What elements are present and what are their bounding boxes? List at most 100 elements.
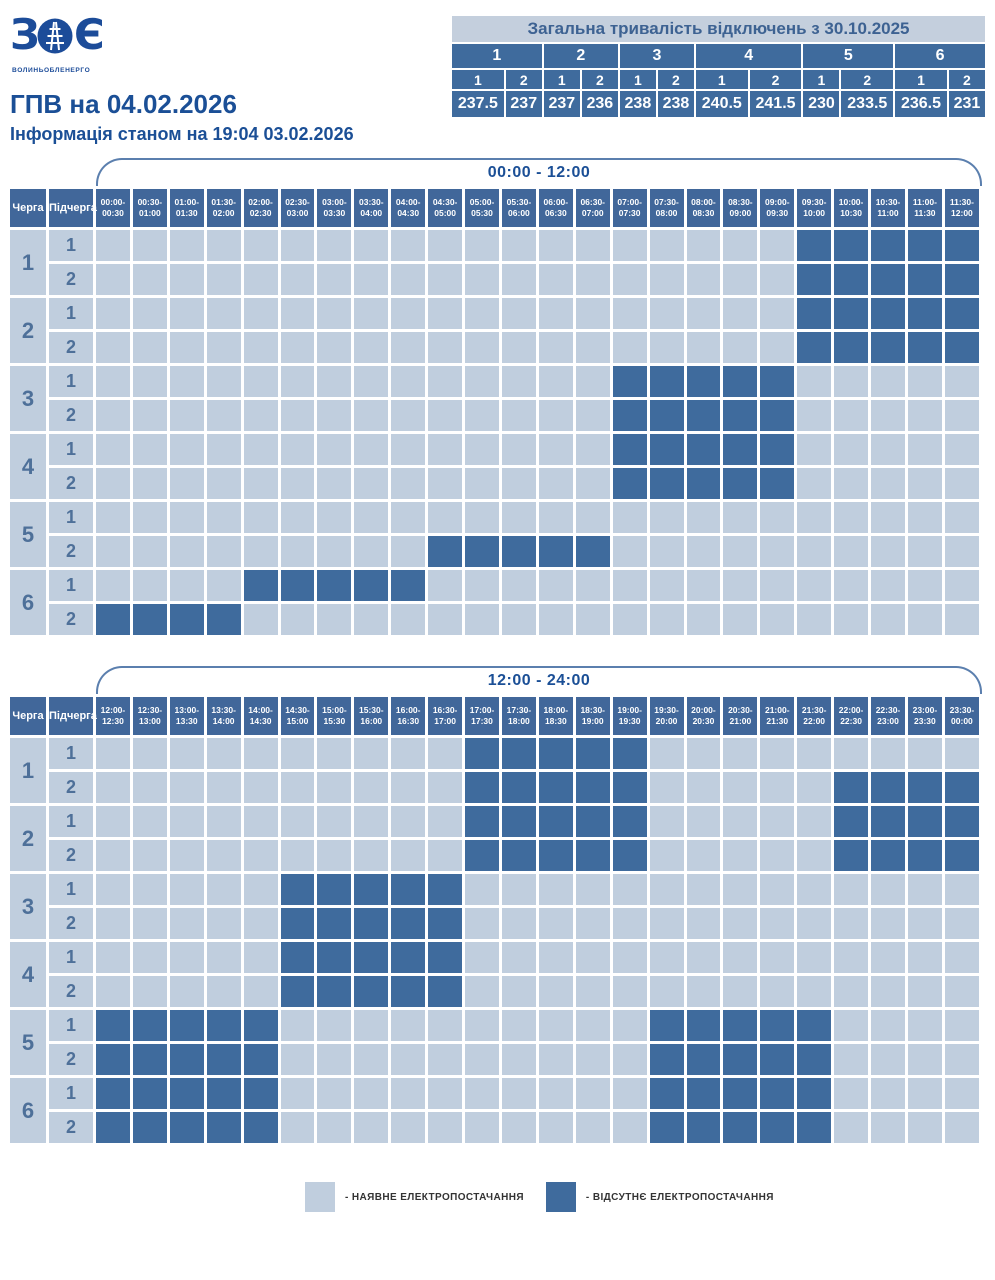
power-on-cell	[612, 1044, 647, 1075]
power-on-cell	[132, 332, 167, 363]
power-on-cell	[206, 332, 241, 363]
outage-cell	[391, 874, 426, 905]
power-on-cell	[907, 570, 942, 601]
subqueue-label: 2	[49, 264, 93, 295]
power-on-cell	[317, 298, 352, 329]
outage-cell	[723, 400, 758, 431]
power-on-cell	[354, 806, 389, 837]
power-on-cell	[428, 468, 463, 499]
outage-cell	[132, 1078, 167, 1109]
power-on-cell	[465, 874, 499, 905]
power-on-cell	[871, 434, 905, 465]
legend-item-power-off: - ВІДСУТНЄ ЕЛЕКТРОПОСТАЧАННЯ	[545, 1182, 774, 1212]
subqueue-label: 2	[49, 840, 93, 871]
time-slot-header: 07:00- 07:30	[612, 189, 647, 227]
power-on-cell	[428, 1078, 463, 1109]
power-on-cell	[354, 1112, 389, 1143]
outage-cell	[871, 840, 905, 871]
power-on-cell	[428, 400, 463, 431]
power-on-cell	[317, 604, 352, 635]
power-on-cell	[243, 738, 278, 769]
power-on-cell	[280, 502, 315, 533]
power-on-cell	[834, 942, 869, 973]
time-slot-header: 20:30- 21:00	[723, 697, 758, 735]
outage-cell	[538, 536, 573, 567]
summary-value: 233.5	[841, 91, 894, 117]
power-on-cell	[612, 874, 647, 905]
subqueue-label: 1	[49, 502, 93, 533]
power-on-cell	[132, 772, 167, 803]
power-on-cell	[797, 738, 832, 769]
power-on-cell	[760, 874, 795, 905]
power-on-cell	[354, 366, 389, 397]
outage-cell	[944, 264, 979, 295]
power-on-cell	[723, 230, 758, 261]
power-on-cell	[206, 840, 241, 871]
subqueue-column-header: Підчерга	[49, 189, 97, 227]
outage-cell	[501, 536, 536, 567]
outage-cell	[871, 806, 905, 837]
power-on-cell	[391, 1078, 426, 1109]
outage-cell	[649, 400, 684, 431]
power-on-cell	[169, 976, 204, 1007]
power-on-cell	[465, 468, 499, 499]
outage-cell	[354, 942, 389, 973]
power-on-cell	[428, 738, 463, 769]
power-on-cell	[132, 840, 167, 871]
power-on-cell	[317, 1078, 352, 1109]
outage-cell	[280, 976, 315, 1007]
power-on-cell	[96, 264, 130, 295]
logo-subtext: ВОЛИНЬОБЛЕНЕРГО	[12, 67, 91, 74]
power-on-cell	[686, 536, 721, 567]
power-on-cell	[797, 604, 832, 635]
outage-cell	[428, 874, 463, 905]
page-title: ГПВ на 04.02.2026	[10, 89, 237, 119]
power-on-cell	[649, 738, 684, 769]
time-slot-header: 23:00- 23:30	[907, 697, 942, 735]
power-on-cell	[907, 908, 942, 939]
power-on-cell	[871, 1010, 905, 1041]
power-on-cell	[834, 1078, 869, 1109]
time-slot-header: 16:00- 16:30	[391, 697, 426, 735]
power-on-cell	[465, 298, 499, 329]
power-on-cell	[871, 1044, 905, 1075]
time-slot-header: 04:30- 05:00	[428, 189, 463, 227]
power-on-cell	[169, 908, 204, 939]
outage-cell	[944, 298, 979, 329]
summary-queue-header: 2	[543, 44, 618, 68]
power-on-cell	[465, 1044, 499, 1075]
power-on-cell	[612, 332, 647, 363]
power-on-cell	[132, 874, 167, 905]
summary-queue-header: 1	[452, 44, 542, 68]
power-on-cell	[428, 570, 463, 601]
outage-cell	[169, 1078, 204, 1109]
power-on-cell	[538, 570, 573, 601]
power-on-cell	[649, 230, 684, 261]
power-on-cell	[944, 434, 979, 465]
power-on-cell	[243, 230, 278, 261]
power-on-cell	[575, 908, 610, 939]
outage-cell	[686, 1044, 721, 1075]
schedule-row: 2	[10, 840, 979, 871]
queue-label: 2	[10, 298, 46, 363]
outage-cell	[797, 264, 832, 295]
power-on-cell	[723, 264, 758, 295]
power-on-cell	[907, 1078, 942, 1109]
outage-cell	[354, 874, 389, 905]
power-on-cell	[760, 840, 795, 871]
outage-cell	[96, 1112, 130, 1143]
power-on-cell	[538, 332, 573, 363]
power-on-cell	[797, 570, 832, 601]
outage-cell	[797, 1010, 832, 1041]
outage-cell	[871, 332, 905, 363]
power-on-cell	[391, 366, 426, 397]
summary-value: 236.5	[895, 91, 947, 117]
outage-cell	[834, 332, 869, 363]
subqueue-label: 1	[49, 298, 93, 329]
power-on-cell	[243, 840, 278, 871]
power-on-cell	[354, 502, 389, 533]
power-on-cell	[428, 604, 463, 635]
outage-cell	[391, 570, 426, 601]
